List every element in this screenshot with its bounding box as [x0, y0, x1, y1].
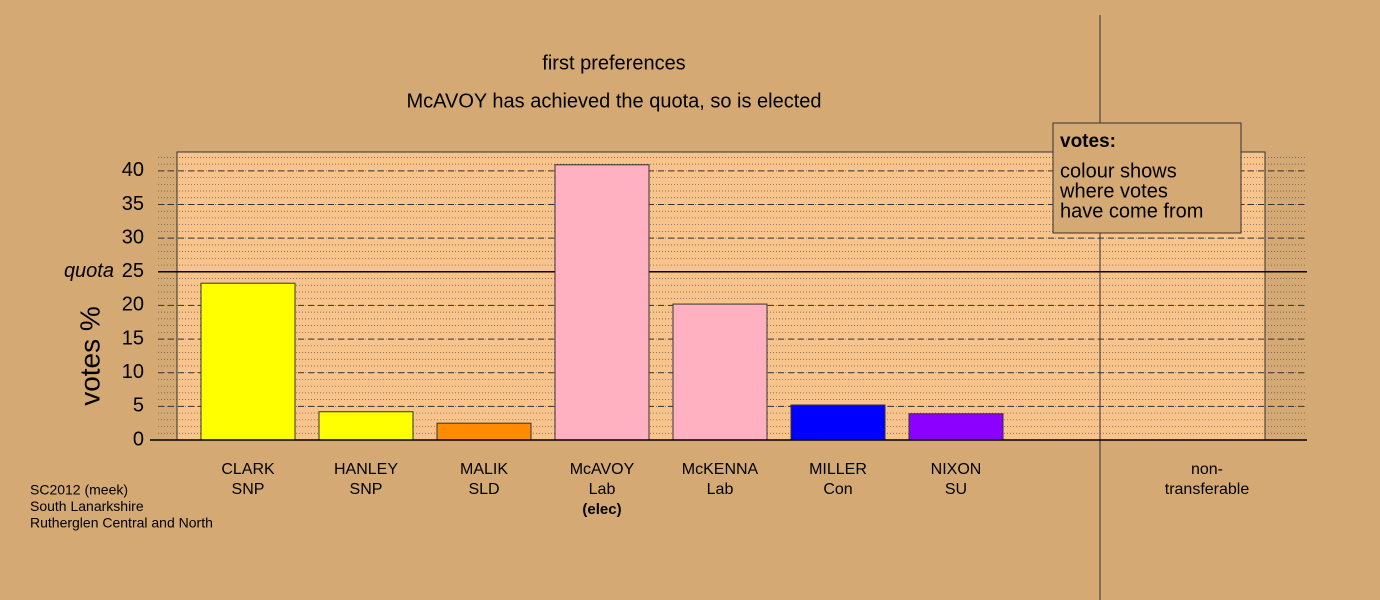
footer-text: SC2012 (meek) [30, 482, 128, 498]
y-tick-label: 40 [122, 159, 144, 181]
chart-title: first preferences [542, 52, 685, 74]
legend-box [1052, 122, 1242, 234]
x-tick-label: transferable [1165, 481, 1250, 498]
party-label: SLD [468, 481, 499, 498]
x-tick-label: CLARK [221, 461, 275, 478]
bar [318, 411, 414, 441]
legend-text: where votes [1059, 180, 1168, 202]
elected-label: (elec) [582, 501, 621, 518]
party-label: Lab [707, 481, 734, 498]
x-tick-label: non- [1191, 461, 1223, 478]
bar [790, 404, 886, 441]
bar [436, 422, 532, 441]
y-tick-label: 15 [122, 327, 144, 349]
party-label: Con [823, 481, 852, 498]
y-tick-label: 5 [133, 395, 144, 417]
party-label: SNP [350, 481, 383, 498]
x-tick-label: McAVOY [570, 461, 635, 478]
bar [200, 282, 296, 441]
y-tick-label: 25 [122, 260, 144, 282]
legend-text: colour shows [1060, 160, 1177, 182]
y-tick-label: 35 [122, 193, 144, 215]
footer-text: South Lanarkshire [30, 498, 144, 514]
x-tick-label: MALIK [460, 461, 508, 478]
legend-title: votes: [1060, 131, 1116, 152]
legend-text: have come from [1060, 200, 1203, 222]
x-tick-label: McKENNA [682, 461, 759, 478]
party-label: Lab [589, 481, 616, 498]
party-label: SU [945, 481, 967, 498]
quota-label: quota [64, 260, 114, 282]
y-tick-label: 10 [122, 361, 144, 383]
bar [908, 413, 1004, 441]
x-tick-label: MILLER [809, 461, 867, 478]
bar [672, 303, 768, 441]
y-tick-label: 30 [122, 226, 144, 248]
x-tick-label: HANLEY [334, 461, 398, 478]
chart-subtitle: McAVOY has achieved the quota, so is ele… [406, 90, 821, 112]
footer-text: Rutherglen Central and North [30, 515, 213, 531]
party-label: SNP [232, 481, 265, 498]
bar [554, 164, 650, 441]
y-axis-label: votes % [74, 306, 105, 406]
y-tick-label: 20 [122, 294, 144, 316]
y-tick-label: 0 [133, 428, 144, 450]
x-tick-label: NIXON [931, 461, 982, 478]
